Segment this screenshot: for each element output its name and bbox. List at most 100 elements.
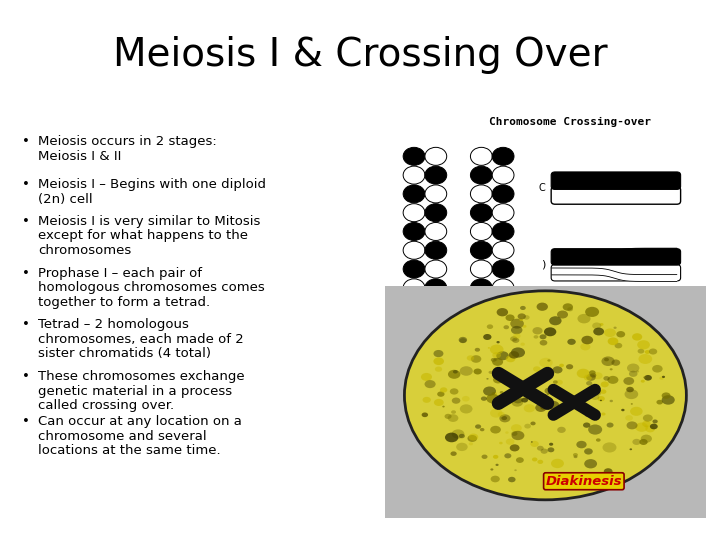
FancyBboxPatch shape — [609, 341, 678, 357]
Circle shape — [585, 413, 590, 417]
Circle shape — [642, 421, 651, 427]
Circle shape — [403, 147, 425, 165]
Circle shape — [474, 368, 482, 375]
Circle shape — [581, 336, 593, 345]
Circle shape — [586, 374, 595, 381]
Circle shape — [403, 185, 425, 203]
Circle shape — [498, 412, 505, 417]
Circle shape — [421, 373, 432, 381]
Circle shape — [492, 185, 514, 203]
Circle shape — [566, 364, 573, 369]
Circle shape — [470, 204, 492, 222]
Circle shape — [480, 428, 485, 431]
Circle shape — [403, 241, 425, 259]
Circle shape — [492, 241, 514, 259]
Circle shape — [470, 222, 492, 240]
Circle shape — [467, 435, 477, 442]
Circle shape — [660, 376, 664, 380]
Circle shape — [448, 414, 459, 422]
Circle shape — [501, 416, 507, 420]
Circle shape — [636, 370, 639, 373]
Circle shape — [425, 185, 446, 203]
Circle shape — [611, 360, 620, 366]
Circle shape — [549, 316, 562, 325]
Circle shape — [588, 424, 602, 435]
Circle shape — [600, 381, 608, 387]
Circle shape — [513, 333, 521, 339]
Circle shape — [490, 345, 503, 354]
Circle shape — [425, 241, 446, 259]
Circle shape — [553, 366, 562, 374]
Circle shape — [585, 307, 599, 317]
Circle shape — [492, 147, 514, 165]
Circle shape — [629, 448, 632, 450]
Circle shape — [422, 413, 428, 417]
Circle shape — [442, 406, 445, 408]
Circle shape — [459, 434, 465, 438]
Circle shape — [544, 388, 554, 394]
Circle shape — [544, 327, 557, 336]
Circle shape — [635, 422, 648, 432]
Circle shape — [576, 441, 587, 448]
Circle shape — [594, 390, 601, 396]
FancyBboxPatch shape — [552, 265, 680, 281]
Text: chromosomes, each made of 2: chromosomes, each made of 2 — [38, 333, 244, 346]
Circle shape — [425, 222, 446, 240]
Circle shape — [470, 260, 492, 278]
Text: Diakinesis: Diakinesis — [546, 475, 622, 488]
Circle shape — [511, 326, 523, 334]
Circle shape — [541, 394, 547, 399]
Circle shape — [511, 399, 523, 407]
Circle shape — [504, 453, 511, 458]
Circle shape — [593, 372, 603, 379]
Circle shape — [630, 407, 643, 416]
Circle shape — [610, 400, 613, 402]
Circle shape — [508, 477, 516, 482]
Circle shape — [403, 222, 425, 240]
Circle shape — [608, 338, 618, 345]
Circle shape — [533, 327, 543, 334]
Circle shape — [490, 426, 501, 434]
Circle shape — [440, 387, 447, 393]
Text: (2n) cell: (2n) cell — [38, 192, 93, 206]
Circle shape — [521, 397, 528, 402]
Circle shape — [403, 298, 425, 315]
Circle shape — [482, 455, 487, 459]
Circle shape — [469, 434, 478, 441]
Circle shape — [510, 319, 524, 328]
Circle shape — [540, 340, 547, 346]
Circle shape — [547, 401, 559, 410]
Circle shape — [470, 147, 492, 165]
Text: Meiosis I – Begins with one diploid: Meiosis I – Begins with one diploid — [38, 178, 266, 191]
Circle shape — [574, 455, 577, 458]
Text: •: • — [22, 178, 30, 191]
Circle shape — [643, 415, 653, 422]
Text: Tetrad – 2 homologous: Tetrad – 2 homologous — [38, 318, 189, 331]
Circle shape — [492, 222, 514, 240]
Circle shape — [650, 423, 658, 429]
Circle shape — [604, 328, 616, 337]
Circle shape — [625, 415, 633, 421]
Circle shape — [600, 400, 602, 401]
Circle shape — [459, 337, 467, 343]
Circle shape — [577, 369, 590, 378]
FancyBboxPatch shape — [552, 172, 680, 190]
Text: •: • — [22, 267, 30, 280]
Circle shape — [505, 431, 508, 434]
Circle shape — [524, 424, 531, 429]
Text: called crossing over.: called crossing over. — [38, 399, 174, 412]
Circle shape — [492, 279, 514, 297]
Circle shape — [470, 316, 492, 334]
Ellipse shape — [405, 291, 686, 500]
Circle shape — [537, 446, 544, 451]
Circle shape — [492, 298, 514, 315]
Circle shape — [557, 310, 568, 319]
Circle shape — [475, 424, 481, 429]
Circle shape — [510, 336, 518, 341]
Circle shape — [509, 351, 519, 359]
Circle shape — [519, 319, 523, 321]
Circle shape — [459, 338, 467, 343]
Circle shape — [541, 379, 544, 381]
Circle shape — [423, 397, 431, 403]
Text: sister chromatids (4 total): sister chromatids (4 total) — [38, 347, 211, 360]
